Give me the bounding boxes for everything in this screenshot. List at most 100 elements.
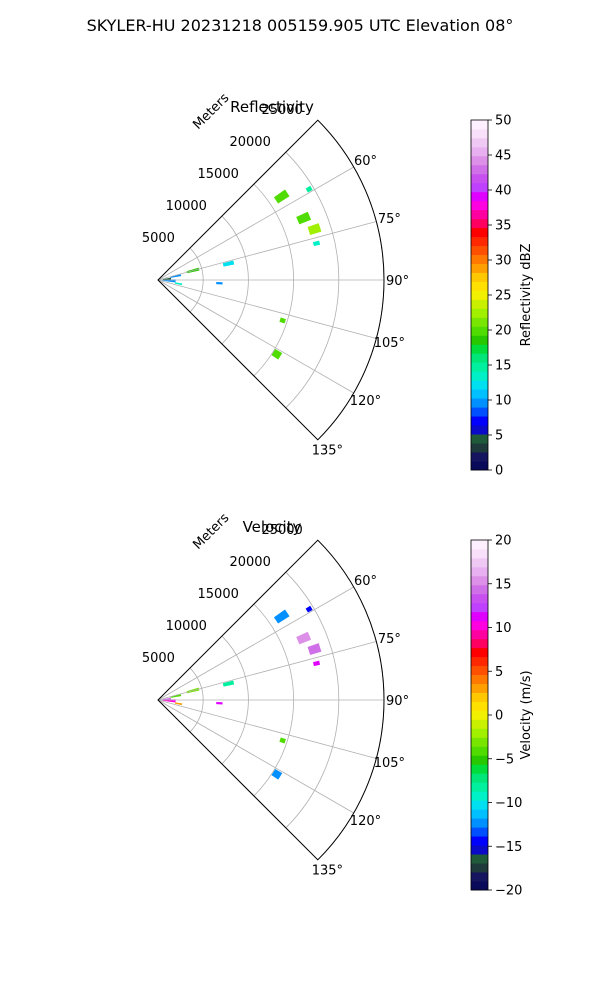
colorbar-segment: [471, 443, 488, 453]
radar-echo-cell: [305, 605, 313, 613]
colorbar-segment: [471, 755, 488, 765]
colorbar-segment: [471, 575, 488, 586]
colorbar-segment: [471, 452, 488, 462]
colorbar-segment: [471, 647, 488, 658]
radar-echo-cell: [170, 694, 182, 698]
colorbar-segment: [471, 881, 488, 891]
colorbar-segment: [471, 335, 488, 345]
colorbar-segment: [471, 791, 488, 801]
colorbar-tick-label: −20: [495, 884, 522, 899]
azimuth-tick-label: 135°: [312, 443, 343, 458]
colorbar-segment: [471, 120, 488, 130]
azimuth-gridline: [157, 641, 377, 701]
colorbar-segment: [471, 236, 488, 247]
colorbar-tick-label: 5: [495, 429, 503, 444]
colorbar-segment: [471, 389, 488, 399]
colorbar-tick-label: 10: [495, 621, 512, 636]
range-tick-label: 15000: [198, 167, 239, 182]
colorbar-tick-label: 25: [495, 289, 512, 304]
colorbar-segment: [471, 746, 488, 756]
colorbar-segment: [471, 398, 488, 408]
colorbar-tick-label: 15: [495, 577, 512, 592]
colorbar-tick-label: 0: [495, 709, 503, 724]
colorbar-tick-label: 10: [495, 394, 512, 409]
radar-echo-cell: [271, 349, 283, 360]
colorbar-tick-label: 5: [495, 665, 503, 680]
radar-echo-cell: [312, 240, 321, 247]
azimuth-tick-label: 105°: [374, 756, 405, 771]
radar-echo-cell: [273, 189, 290, 204]
radar-echo-cell: [222, 680, 235, 687]
colorbar-segment: [471, 281, 488, 291]
colorbar-segment: [471, 326, 488, 336]
colorbar-segment: [471, 200, 488, 211]
colorbar-tick-label: 15: [495, 359, 512, 374]
colorbar-tick-label: 50: [495, 114, 512, 129]
colorbar-segment: [471, 638, 488, 649]
range-tick-label: 5000: [142, 651, 175, 666]
radar-echo-cell: [307, 223, 322, 235]
range-tick-label: 10000: [166, 619, 207, 634]
velocity-panel: 60° 75° 90° 105° 120° 135° 5000 10000 15000 20000…: [142, 511, 534, 899]
colorbar-segment: [471, 701, 488, 711]
colorbar-segment: [471, 299, 488, 309]
azimuth-gridline: [157, 586, 354, 701]
azimuth-gridline: [157, 279, 354, 394]
colorbar-segment: [471, 425, 488, 435]
colorbar-segment: [471, 245, 488, 256]
colorbar-segment: [471, 416, 488, 426]
radar-echo-cell: [279, 737, 286, 744]
colorbar-segment: [471, 434, 488, 444]
colorbar-tick-label: −5: [495, 752, 514, 767]
colorbar-label: Reflectivity dBZ: [519, 244, 534, 347]
colorbar-segment: [471, 845, 488, 855]
radar-echo-cell: [162, 277, 172, 280]
sector-frame: [157, 119, 385, 441]
colorbar-segment: [471, 800, 488, 810]
colorbar-segment: [471, 728, 488, 738]
radar-echo-cell: [296, 631, 312, 645]
azimuth-tick-label: 90°: [386, 694, 409, 709]
colorbar-segment: [471, 155, 488, 166]
colorbar-segment: [471, 764, 488, 774]
range-tick-label: 20000: [229, 135, 270, 150]
colorbar-segment: [471, 863, 488, 873]
colorbar-label: Velocity (m/s): [519, 670, 534, 759]
colorbar-tick-label: −10: [495, 796, 522, 811]
colorbar-segment: [471, 461, 488, 471]
colorbar-segment: [471, 629, 488, 640]
azimuth-tick-label: 135°: [312, 863, 343, 878]
range-tick-label: 10000: [166, 199, 207, 214]
colorbar-segment: [471, 719, 488, 729]
colorbar-segment: [471, 362, 488, 372]
colorbar-segment: [471, 146, 488, 157]
colorbar-segment: [471, 674, 488, 684]
colorbar-tick-label: 35: [495, 219, 512, 234]
colorbar-segment: [471, 557, 488, 568]
colorbar-segment: [471, 353, 488, 363]
azimuth-tick-label: 60°: [354, 154, 377, 169]
panel-title: Velocity: [243, 518, 302, 536]
colorbar-segment: [471, 380, 488, 390]
colorbar-segment: [471, 827, 488, 837]
azimuth-gridline: [157, 221, 377, 281]
colorbar-segment: [471, 344, 488, 354]
colorbar-segment: [471, 665, 488, 676]
radar-echo-cell: [170, 274, 182, 278]
colorbar-segment: [471, 809, 488, 819]
radar-echo-cell: [296, 211, 312, 225]
colorbar-tick-label: 30: [495, 254, 512, 269]
colorbar-segment: [471, 263, 488, 273]
colorbar-segment: [471, 593, 488, 604]
radar-echo-cell: [307, 643, 322, 655]
radar-echo-cell: [174, 282, 183, 286]
colorbar-segment: [471, 254, 488, 264]
radar-echo-cell: [312, 660, 321, 667]
range-axis-label: Meters: [190, 91, 232, 133]
colorbar-segment: [471, 317, 488, 327]
colorbar-segment: [471, 209, 488, 220]
azimuth-tick-label: 90°: [386, 274, 409, 289]
colorbar-segment: [471, 218, 488, 229]
colorbar-segment: [471, 137, 488, 148]
